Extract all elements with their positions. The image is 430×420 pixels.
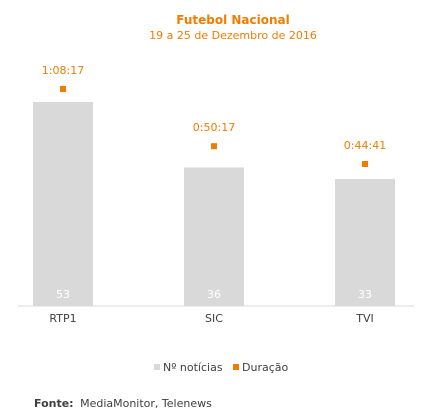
duration-marker-sic <box>211 143 217 150</box>
bar-sic <box>184 167 244 306</box>
legend: Nº notícias Duração <box>154 361 288 374</box>
category-label-tvi: TVI <box>355 312 374 325</box>
plot-area: 53 RTP1 1:08:17 36 SIC 0:50:17 33 TVI 0:44:41 <box>33 64 395 325</box>
source-label: Fonte: <box>34 397 74 410</box>
legend-swatch-noticias <box>154 364 160 370</box>
legend-entry-noticias: Nº notícias <box>163 361 223 374</box>
bar-tvi <box>335 178 395 306</box>
duration-marker-rtp1 <box>60 86 66 92</box>
chart-subtitle: 19 a 25 de Dezembro de 2016 <box>149 29 317 42</box>
duration-label-tvi: 0:44:41 <box>344 139 386 152</box>
bar-value-label-tvi: 33 <box>358 288 372 301</box>
duration-marker-tvi <box>362 160 368 167</box>
source-note: Fonte: MediaMonitor, Telenews <box>34 397 212 410</box>
legend-swatch-duracao <box>233 364 239 370</box>
category-label-rtp1: RTP1 <box>49 312 76 325</box>
bar-value-label-sic: 36 <box>207 288 221 301</box>
bar-rtp1 <box>33 102 93 306</box>
duration-label-rtp1: 1:08:17 <box>42 64 84 77</box>
category-label-sic: SIC <box>205 312 223 325</box>
duration-label-sic: 0:50:17 <box>193 121 235 134</box>
source-text: MediaMonitor, Telenews <box>80 397 212 410</box>
bar-value-label-rtp1: 53 <box>56 288 70 301</box>
legend-entry-duracao: Duração <box>242 361 288 374</box>
chart-title: Futebol Nacional <box>176 13 290 27</box>
